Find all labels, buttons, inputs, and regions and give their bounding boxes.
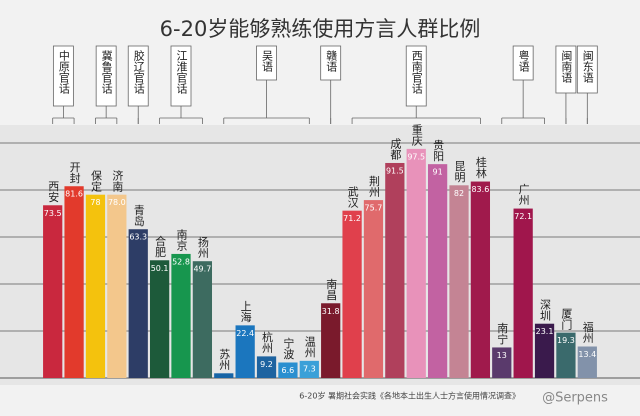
value-label: 75.7 [365, 204, 383, 213]
x-tick-label: 保定 [89, 168, 102, 192]
x-tick-label: 杭州 [261, 330, 274, 353]
value-label: 71.2 [343, 214, 361, 223]
x-tick-label: 昆明 [453, 160, 466, 183]
x-tick-label: 南京 [175, 229, 188, 252]
watermark: @Serpens [542, 391, 608, 406]
bar [278, 362, 298, 378]
bar [43, 205, 63, 378]
value-label: 78.0 [108, 198, 126, 207]
value-label: 9.2 [260, 360, 273, 369]
x-tick-label: 桂林 [474, 155, 487, 178]
value-label: 49.7 [193, 265, 211, 274]
bar [299, 360, 319, 378]
x-tick-label: 厦门 [560, 307, 573, 330]
value-label: 13 [497, 351, 507, 360]
bar [363, 200, 384, 378]
bar [427, 164, 448, 378]
bar [214, 373, 234, 378]
bar [85, 194, 106, 378]
value-label: 81.6 [65, 190, 83, 199]
x-tick-label: 南昌 [325, 278, 338, 301]
bar [470, 181, 491, 378]
bar [492, 347, 512, 378]
value-label: 31.8 [322, 307, 340, 316]
bar [128, 229, 148, 378]
x-tick-label: 福州 [581, 320, 594, 343]
bar [406, 148, 426, 378]
x-tick-label: 济南 [111, 168, 124, 191]
group-label: 胶辽官话 [132, 49, 145, 95]
value-label: 13.4 [578, 350, 596, 359]
x-tick-label: 武汉 [346, 185, 359, 208]
group-label: 中原官话 [57, 50, 70, 95]
group-label: 江淮官话 [175, 50, 188, 95]
bar [107, 194, 127, 378]
group-label: 赣语 [325, 49, 338, 73]
value-label: 7.3 [303, 364, 316, 373]
x-tick-label: 合肥 [154, 234, 167, 257]
x-tick-label: 贵阳 [432, 139, 445, 161]
value-label: 91.5 [386, 166, 404, 175]
value-label: 72.1 [514, 212, 532, 221]
group-label: 吴语 [261, 50, 274, 73]
bar [171, 253, 191, 378]
bar [321, 303, 341, 378]
bar [449, 185, 469, 378]
plot-background [0, 125, 640, 385]
bar [577, 346, 597, 378]
group-label: 粤语 [517, 49, 530, 73]
bar [235, 325, 255, 378]
x-tick-label: 苏州 [218, 348, 231, 370]
x-tick-label: 温州 [303, 336, 316, 358]
value-label: 97.5 [407, 152, 425, 161]
x-tick-label: 上海 [239, 300, 252, 323]
group-label: 冀鲁官话 [100, 49, 113, 95]
group-label: 闽南语 [560, 50, 573, 84]
value-label: 63.3 [129, 233, 147, 242]
value-label: 83.6 [471, 185, 489, 194]
bar [256, 356, 277, 378]
x-tick-label: 成都 [389, 138, 402, 160]
bar [149, 260, 170, 378]
source-note: 6-20岁 暑期社会实践《各地本土出生人士方言使用情况调查》 [299, 391, 520, 401]
bar [556, 332, 576, 378]
value-label: 91 [433, 168, 443, 177]
bar [513, 208, 533, 378]
value-label: 19.3 [557, 336, 575, 345]
bar [192, 261, 213, 378]
x-tick-label: 宁波 [282, 336, 295, 360]
bar [64, 186, 84, 378]
x-tick-label: 开封 [68, 161, 81, 183]
x-tick-label: 重庆 [410, 123, 423, 147]
value-label: 50.1 [151, 264, 169, 273]
x-tick-label: 青岛 [132, 204, 145, 227]
bar [385, 162, 405, 378]
x-tick-label: 荆州 [367, 175, 380, 197]
value-label: 52.8 [172, 257, 190, 266]
value-label: 82 [454, 189, 464, 198]
value-label: 6.6 [282, 366, 295, 375]
x-tick-label: 南宁 [496, 322, 509, 344]
chart-title: 6-20岁能够熟练使用方言人群比例 [160, 17, 481, 41]
value-label: 78 [90, 198, 100, 207]
x-tick-label: 扬州 [196, 235, 209, 258]
group-label: 闽东语 [581, 50, 594, 84]
bar [534, 323, 555, 378]
value-label: 73.5 [44, 209, 62, 218]
x-tick-label: 深圳 [539, 298, 552, 320]
value-label: 23.1 [536, 327, 554, 336]
x-tick-label: 广州 [517, 183, 530, 205]
value-label: 22.4 [236, 329, 254, 338]
bar [342, 210, 362, 378]
x-tick-label: 西安 [47, 180, 60, 203]
group-label: 西南官话 [410, 50, 423, 95]
